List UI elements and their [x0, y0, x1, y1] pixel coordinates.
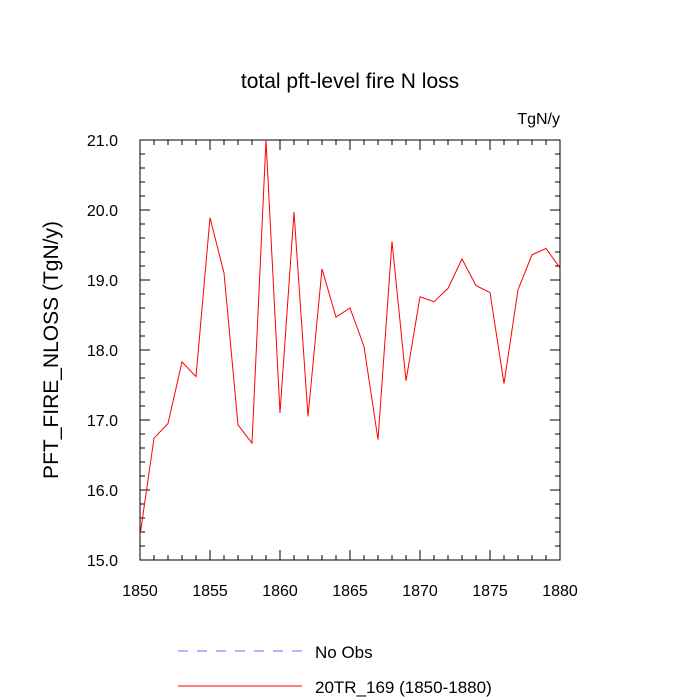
x-tick-label: 1860 — [262, 583, 298, 600]
plot-area: 1850 1855 1860 1865 1870 1875 1880 15.0 16.0 17.0… — [87, 133, 578, 600]
x-tick-label: 1865 — [332, 583, 368, 600]
y-tick-label: 19.0 — [87, 273, 118, 290]
y-tick-label: 18.0 — [87, 343, 118, 360]
x-tick-label: 1880 — [542, 583, 578, 600]
x-tick-label: 1850 — [122, 583, 158, 600]
legend-label-0: No Obs — [315, 643, 373, 662]
y-tick-label: 17.0 — [87, 413, 118, 430]
chart-title: total pft-level fire N loss — [241, 70, 459, 93]
legend: No Obs 20TR_169 (1850-1880) — [178, 643, 492, 697]
legend-label-1: 20TR_169 (1850-1880) — [315, 678, 492, 697]
y-tick-label: 21.0 — [87, 133, 118, 150]
y-tick-label: 16.0 — [87, 483, 118, 500]
x-tick-label: 1870 — [402, 583, 438, 600]
y-axis-label: PFT_FIRE_NLOSS (TgN/y) — [40, 221, 63, 479]
y-tick-label: 15.0 — [87, 553, 118, 570]
x-tick-label: 1855 — [192, 583, 228, 600]
y-tick-label: 20.0 — [87, 203, 118, 220]
plot-frame — [139, 139, 561, 561]
units-label: TgN/y — [517, 111, 560, 128]
x-tick-label: 1875 — [472, 583, 508, 600]
series-line-0 — [139, 139, 561, 536]
